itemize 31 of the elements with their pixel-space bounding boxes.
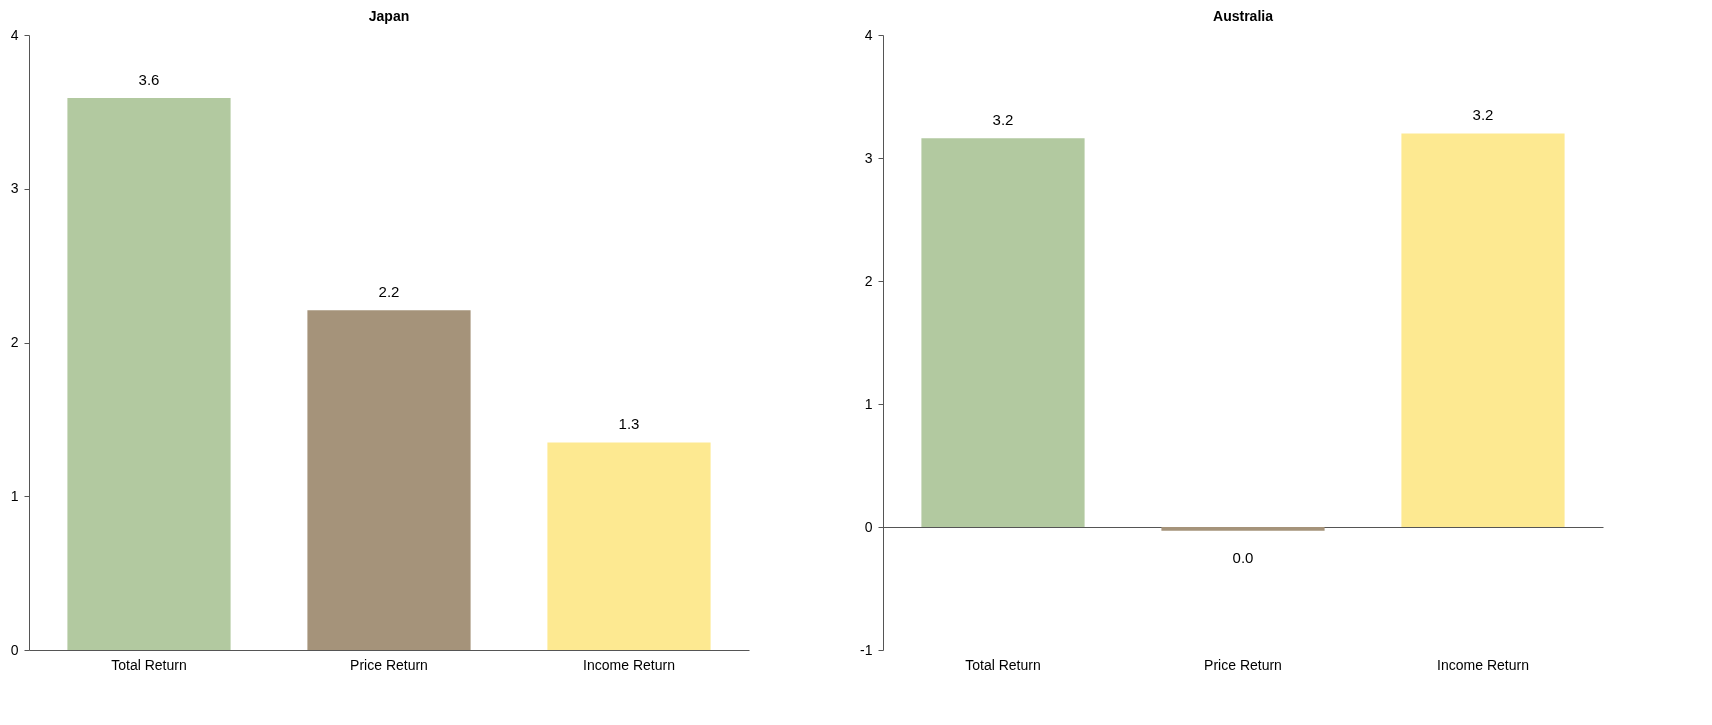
bar	[1401, 133, 1565, 527]
x-tick-label: Total Return	[965, 656, 1041, 673]
data-label: 2.2	[378, 283, 400, 301]
y-tick-label: 4	[10, 26, 19, 43]
y-tick-label: 0	[10, 641, 19, 658]
bar	[921, 138, 1085, 527]
data-label: 3.6	[138, 71, 160, 89]
x-tick-label: Income Return	[583, 656, 675, 673]
y-tick-label: 3	[864, 149, 873, 166]
data-label: 1.3	[618, 415, 640, 433]
y-tick-label: 2	[864, 272, 873, 289]
bar	[307, 310, 471, 650]
y-tick-label: 1	[10, 487, 19, 504]
bar	[67, 98, 231, 650]
y-tick-label: 1	[864, 395, 873, 412]
x-tick-label: Income Return	[1437, 656, 1529, 673]
data-label: 3.2	[992, 111, 1014, 129]
bar	[1161, 527, 1325, 531]
y-tick-label: 4	[864, 26, 873, 43]
y-tick-label: 3	[10, 180, 19, 197]
data-label: 3.2	[1472, 106, 1494, 124]
y-tick-label: 0	[864, 518, 873, 535]
chart-title: Australia	[1213, 8, 1274, 24]
bar	[547, 442, 711, 650]
x-tick-label: Price Return	[350, 656, 428, 673]
y-tick-label: 2	[10, 334, 19, 350]
chart-title: Japan	[368, 8, 410, 24]
data-label: 0.0	[1232, 548, 1254, 566]
x-tick-label: Total Return	[111, 656, 187, 673]
x-tick-label: Price Return	[1204, 656, 1282, 673]
y-tick-label: -1	[860, 641, 873, 658]
